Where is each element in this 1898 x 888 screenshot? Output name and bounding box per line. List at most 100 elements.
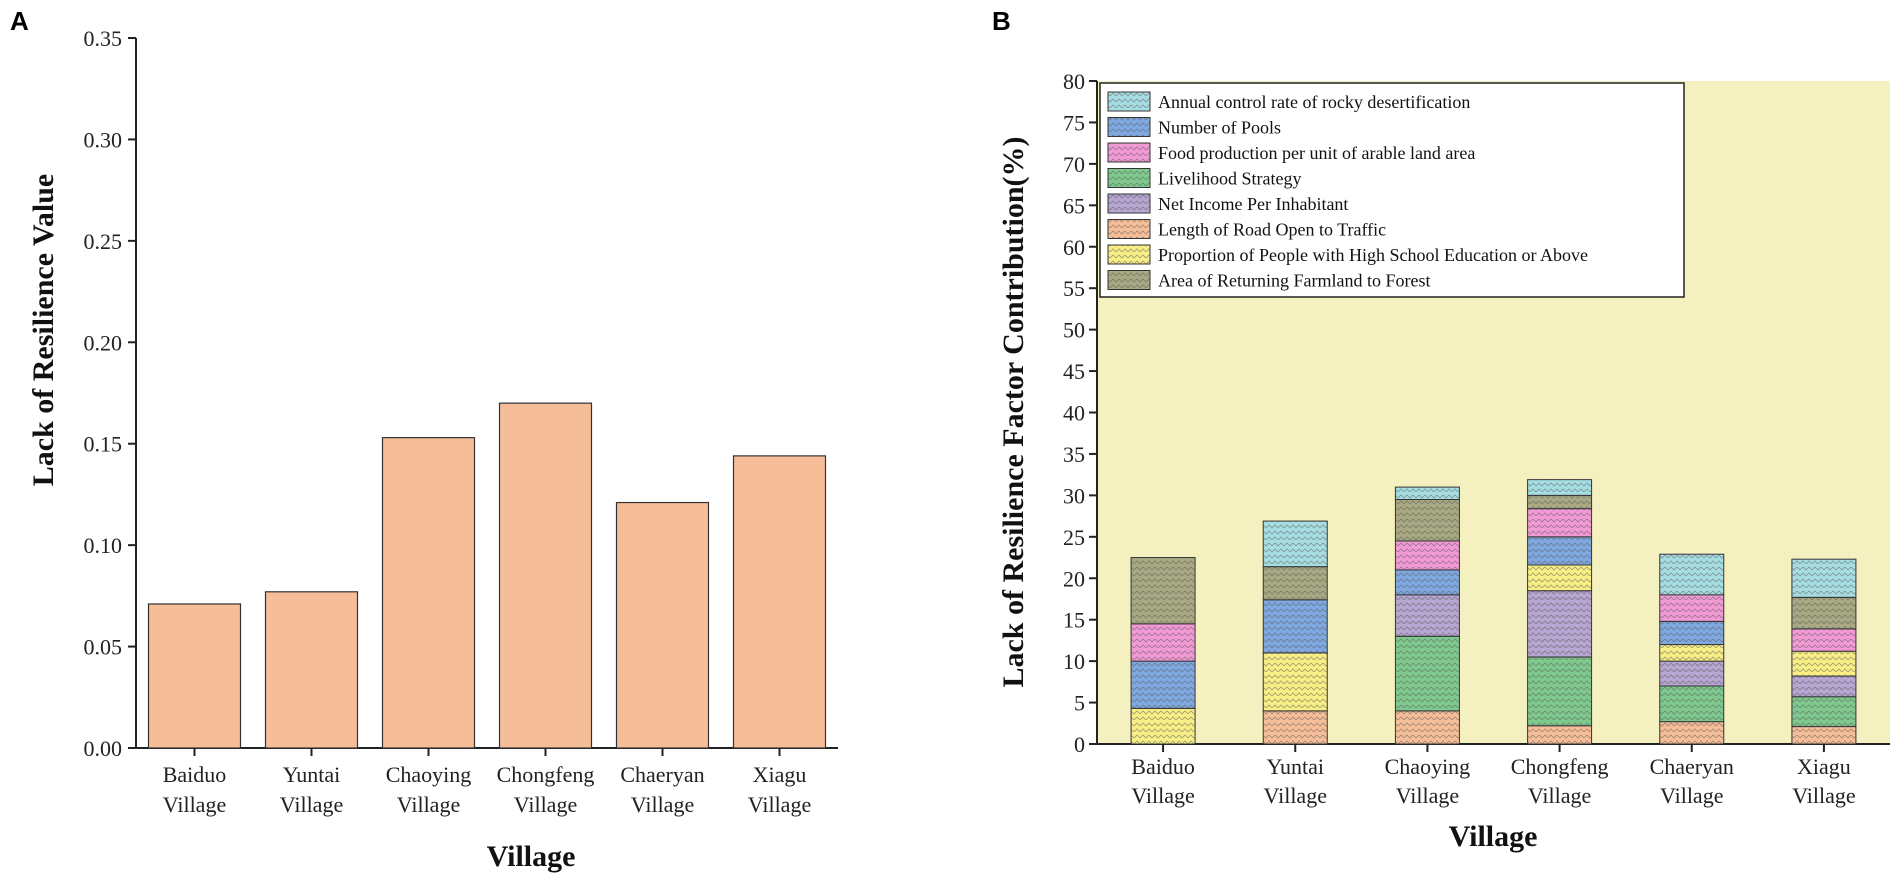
chart-a-x-tick-label: Village (631, 792, 694, 817)
chart-a-y-tick-label: 0.00 (84, 736, 123, 761)
chart-b-bar-hatch (1395, 499, 1460, 541)
chart-b-legend-swatch-hatch (1108, 245, 1150, 264)
chart-b-y-tick-label: 65 (1063, 193, 1085, 218)
chart-b-y-tick-label: 60 (1063, 235, 1085, 260)
chart-b-bar-hatch (1263, 566, 1328, 600)
chart-a-y-axis-title: Lack of Resilience Value (27, 174, 60, 487)
chart-a-y-tick-label: 0.20 (84, 330, 123, 355)
chart-b-bar-hatch (1791, 651, 1856, 677)
chart-b-x-tick-label: Baiduo (1131, 754, 1195, 779)
chart-b-y-tick-label: 5 (1074, 691, 1085, 716)
chart-b-x-tick-label: Village (1792, 783, 1855, 808)
chart-b-bar-hatch (1527, 495, 1592, 509)
chart-b-x-tick-label: Village (1396, 783, 1459, 808)
chart-b-bar-hatch (1527, 564, 1592, 591)
chart-a-y-tick-label: 0.05 (84, 635, 123, 660)
chart-b-y-tick-label: 35 (1063, 442, 1085, 467)
chart-b-legend-swatch-hatch (1108, 92, 1150, 111)
chart-b-bar-hatch (1659, 554, 1724, 595)
chart-b-bar-hatch (1263, 521, 1328, 567)
chart-a-x-tick-label: Village (748, 792, 811, 817)
chart-b-x-tick-label: Village (1660, 783, 1723, 808)
chart-b-legend-swatch-hatch (1108, 143, 1150, 162)
chart-b-y-tick-label: 75 (1063, 110, 1085, 135)
chart-a-x-tick-label: Chongfeng (497, 762, 595, 787)
chart-a-bar (498, 402, 593, 749)
chart-b-bar-hatch (1527, 536, 1592, 565)
chart-b-bar-hatch (1659, 685, 1724, 722)
chart-b-bar-hatch (1131, 557, 1196, 624)
chart-b-x-tick-label: Village (1264, 783, 1327, 808)
chart-b-y-tick-label: 15 (1063, 608, 1085, 633)
chart-b-bar-hatch (1527, 725, 1592, 744)
chart-b-y-tick-label: 70 (1063, 152, 1085, 177)
chart-b-legend-label: Area of Returning Farmland to Forest (1158, 271, 1430, 291)
chart-a-x-axis-title: Village (487, 840, 576, 873)
chart-a-x-tick-label: Xiagu (753, 762, 807, 787)
chart-b-legend-label: Length of Road Open to Traffic (1158, 220, 1386, 240)
chart-a-y-tick-label: 0.15 (84, 432, 123, 457)
chart-b-x-tick-label: Yuntai (1267, 754, 1324, 779)
chart-b-x-tick-label: Village (1131, 783, 1194, 808)
chart-b-bar-hatch (1659, 661, 1724, 686)
chart-a-x-tick-label: Yuntai (283, 762, 340, 787)
chart-b-y-axis-title: Lack of Resilience Factor Contribution(%… (997, 136, 1030, 687)
chart-b-bar-hatch (1659, 644, 1724, 662)
panel-b-letter: B (992, 6, 1011, 36)
chart-b-bar-hatch (1527, 656, 1592, 726)
chart-b-bar-hatch (1263, 652, 1328, 711)
chart-a-x-tick-label: Village (280, 792, 343, 817)
chart-b-bar-hatch (1131, 623, 1196, 662)
chart-b-bar-hatch (1395, 569, 1460, 595)
chart-b-y-tick-label: 55 (1063, 276, 1085, 301)
chart-a-x-tick-label: Baiduo (163, 762, 227, 787)
chart-b-legend-label: Livelihood Strategy (1158, 169, 1301, 189)
chart-b-legend-swatch-hatch (1108, 194, 1150, 213)
chart-b-bar-hatch (1527, 590, 1592, 657)
chart-b-bar-hatch (1791, 628, 1856, 652)
chart-b-y-tick-label: 25 (1063, 525, 1085, 550)
chart-b-bar-hatch (1395, 710, 1460, 744)
chart-b-legend-box (1099, 82, 1685, 298)
chart-b-bar-hatch (1263, 599, 1328, 653)
chart-b-bar-hatch (1395, 636, 1460, 711)
chart-b-y-tick-label: 45 (1063, 359, 1085, 384)
chart-a-bar (615, 501, 710, 749)
chart-b-y-tick-label: 30 (1063, 483, 1085, 508)
chart-b-legend-label: Number of Pools (1158, 118, 1281, 138)
chart-b-x-axis-title: Village (1449, 820, 1538, 853)
chart-b-legend-label: Food production per unit of arable land … (1158, 143, 1475, 163)
chart-b-bar-hatch (1791, 559, 1856, 598)
chart-b-y-tick-label: 40 (1063, 401, 1085, 426)
chart-b-bar-hatch (1791, 696, 1856, 727)
chart-b-x-tick-label: Chaoying (1385, 754, 1471, 779)
chart-a-x-tick-label: Village (514, 792, 577, 817)
panel-a-letter: A (10, 6, 29, 36)
chart-b-bar-hatch (1791, 676, 1856, 697)
chart-b-bar-hatch (1659, 721, 1724, 744)
chart-b-bar-hatch (1527, 508, 1592, 537)
chart-b-legend-label: Proportion of People with High School Ed… (1158, 245, 1588, 265)
chart-a-y-tick-label: 0.30 (84, 127, 123, 152)
chart-b-x-tick-label: Chaeryan (1650, 754, 1734, 779)
chart-b-y-tick-label: 10 (1063, 649, 1085, 674)
chart-a-bar (381, 437, 476, 749)
chart-b-x-tick-label: Village (1528, 783, 1591, 808)
chart-b-y-tick-label: 80 (1063, 69, 1085, 94)
chart-b-bar-hatch (1395, 487, 1460, 500)
chart-a-y-tick-label: 0.35 (84, 26, 123, 51)
chart-b-legend-swatch-hatch (1108, 219, 1150, 239)
chart-b-y-tick-label: 20 (1063, 566, 1085, 591)
chart-b-bar-hatch (1395, 594, 1460, 637)
chart-b-legend-label: Annual control rate of rocky desertifica… (1158, 92, 1470, 112)
chart-b-bar-hatch (1791, 726, 1856, 744)
chart-b-bar-hatch (1527, 479, 1592, 496)
chart-a-bar (264, 591, 359, 749)
chart-a: Lack of Resilience Value Village 0.00 0.0… (27, 26, 838, 873)
chart-a-y-tick-label: 0.10 (84, 533, 123, 558)
chart-b-bar-hatch (1263, 710, 1328, 744)
chart-b-bar-hatch (1131, 708, 1196, 744)
chart-a-bar (147, 603, 242, 749)
chart-a-x-tick-label: Chaoying (386, 762, 472, 787)
